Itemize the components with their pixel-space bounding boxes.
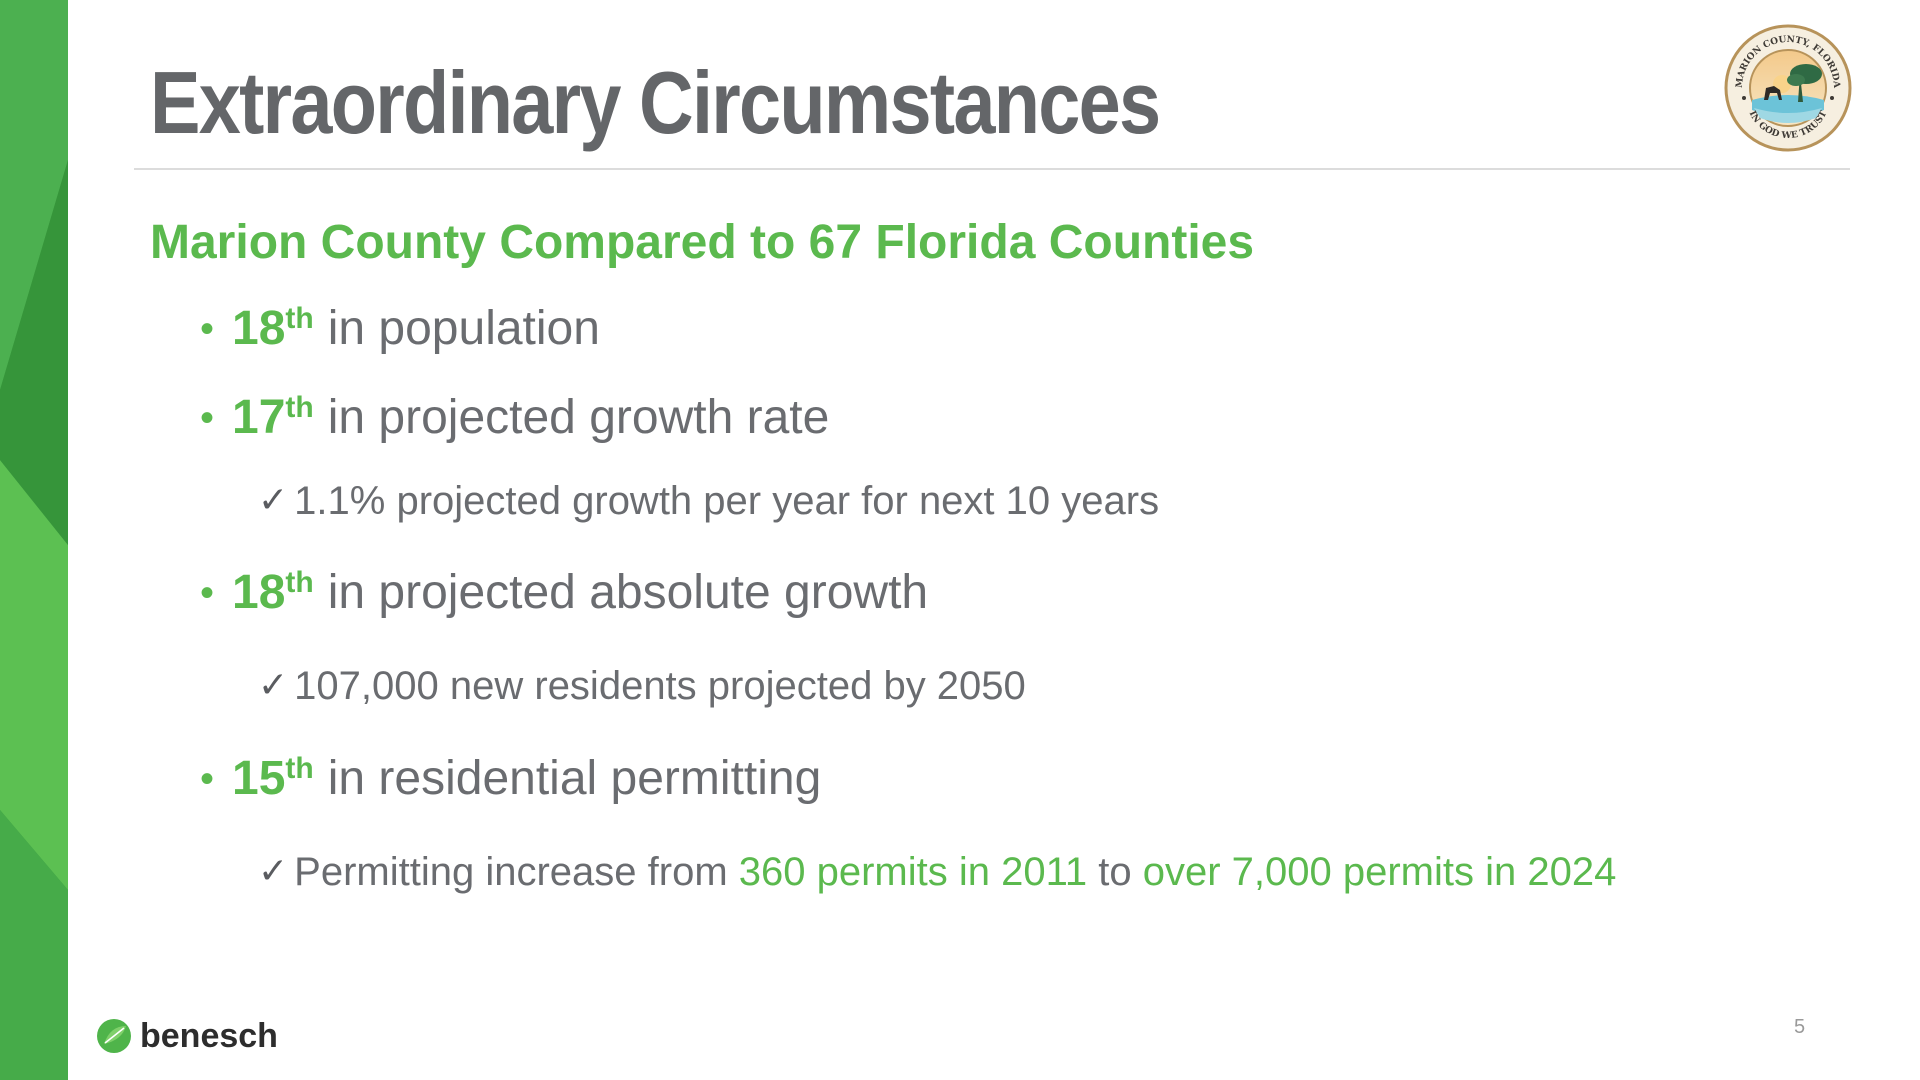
bullet-text: in projected absolute growth	[327, 566, 929, 619]
bullet-text: in residential permitting	[327, 752, 822, 805]
rank-suffix: th	[285, 566, 314, 599]
benesch-logo: benesch	[96, 1016, 278, 1056]
left-decorative-band	[0, 0, 68, 1080]
rank-suffix: th	[285, 752, 314, 785]
page-number: 5	[1794, 1016, 1806, 1038]
bullet-dot-icon: •	[200, 307, 215, 351]
title-divider	[134, 168, 1850, 170]
permits-2011-highlight: 360 permits in 2011	[738, 850, 1088, 894]
bullet-item-permitting: • 15 th in residential permitting	[200, 746, 821, 812]
slide-title: Extraordinary Circumstances	[150, 53, 1161, 152]
bullet-dot-icon: •	[200, 757, 215, 801]
checkmark-icon: ✓	[258, 665, 289, 706]
rank-value: 17	[232, 391, 286, 444]
bullet-text: in population	[327, 302, 600, 355]
bullet-item-absolute-growth: • 18 th in projected absolute growth	[200, 560, 928, 626]
sub-bullet-text: 1.1% projected growth per year for next …	[294, 479, 1160, 523]
bullet-item-growth-rate: • 17 th in projected growth rate	[200, 385, 829, 451]
permits-2024-highlight: over 7,000 permits in 2024	[1142, 850, 1617, 894]
sub-bullet-middle: to	[1087, 850, 1143, 894]
logo-text: benesch	[140, 1017, 278, 1055]
bullet-dot-icon: •	[200, 396, 215, 440]
bullet-text: in projected growth rate	[327, 391, 830, 444]
bullet-dot-icon: •	[200, 571, 215, 615]
sub-bullet-permitting: ✓ Permitting increase from 360 permits i…	[258, 845, 1616, 899]
sub-bullet-growth-rate: ✓ 1.1% projected growth per year for nex…	[258, 474, 1159, 528]
checkmark-icon: ✓	[258, 480, 289, 521]
sub-bullet-text: 107,000 new residents projected by 2050	[294, 664, 1026, 708]
rank-suffix: th	[285, 391, 314, 424]
rank-value: 15	[232, 752, 286, 805]
sub-bullet-absolute-growth: ✓ 107,000 new residents projected by 205…	[258, 659, 1026, 713]
rank-value: 18	[232, 566, 286, 619]
rank-suffix: th	[285, 302, 314, 335]
bullet-item-population: • 18 th in population	[200, 296, 600, 362]
slide-subtitle: Marion County Compared to 67 Florida Cou…	[150, 216, 1255, 269]
checkmark-icon: ✓	[258, 851, 289, 892]
county-seal-icon: MARION COUNTY, FLORIDA IN GOD WE TRUST	[1724, 24, 1852, 152]
rank-value: 18	[232, 302, 286, 355]
leaf-logo-icon	[96, 1018, 132, 1054]
sub-bullet-prefix: Permitting increase from	[294, 850, 739, 894]
